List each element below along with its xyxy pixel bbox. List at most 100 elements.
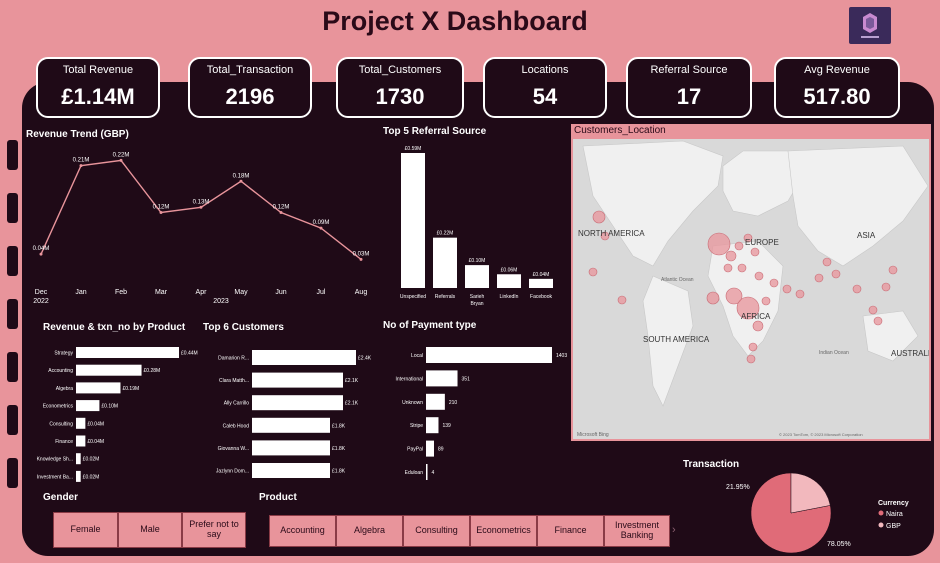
map-location-bubble[interactable] xyxy=(746,354,756,364)
revenue-point[interactable] xyxy=(199,205,203,209)
map-location-bubble[interactable] xyxy=(761,296,771,306)
revenue-point[interactable] xyxy=(319,226,323,230)
map-location-bubble[interactable] xyxy=(588,267,598,277)
top_customers-bar[interactable] xyxy=(252,395,343,411)
payment-bar[interactable] xyxy=(426,393,445,410)
payment-bar[interactable] xyxy=(426,370,458,387)
product-slicer-consulting[interactable]: Consulting xyxy=(403,515,470,547)
side-nav-button[interactable] xyxy=(7,405,18,435)
top_customers-bar[interactable] xyxy=(252,417,330,433)
map-location-bubble[interactable] xyxy=(734,241,744,251)
top_customers-bar[interactable] xyxy=(252,440,330,456)
product_rev-category-label: Finance xyxy=(55,439,73,445)
gender-slicer-female[interactable]: Female xyxy=(53,512,118,548)
map-location-bubble[interactable] xyxy=(600,231,610,241)
product_rev-category-label: Knowledge Sh... xyxy=(37,457,73,463)
map-location-bubble[interactable] xyxy=(752,320,764,332)
product_rev-bar[interactable] xyxy=(76,435,86,447)
revenue-point[interactable] xyxy=(359,257,363,261)
top_customers-value-label: £1.8K xyxy=(332,446,346,452)
map-location-bubble[interactable] xyxy=(723,263,733,273)
referral-bar[interactable] xyxy=(529,278,553,288)
product_rev-bar[interactable] xyxy=(76,453,81,465)
payment-bar[interactable] xyxy=(426,464,428,480)
referral-value-label: £0.22M xyxy=(437,231,454,237)
product_rev-bar[interactable] xyxy=(76,470,81,482)
product_rev-bar[interactable] xyxy=(76,417,86,429)
top_customers-category-label: Clara Matth... xyxy=(219,378,249,384)
payment-bar[interactable] xyxy=(426,440,434,457)
referral-bar[interactable] xyxy=(497,274,521,288)
referral-category-label: Facebook xyxy=(530,294,552,300)
map-location-bubble[interactable] xyxy=(707,232,731,256)
product_rev-bar[interactable] xyxy=(76,364,142,376)
map-location-bubble[interactable] xyxy=(769,278,779,288)
top_customers-bar[interactable] xyxy=(252,463,330,478)
product-slicer-algebra[interactable]: Algebra xyxy=(336,515,403,547)
map-location-bubble[interactable] xyxy=(822,257,832,267)
side-nav-button[interactable] xyxy=(7,352,18,382)
map-label-north-america: NORTH AMERICA xyxy=(578,229,645,238)
map-location-bubble[interactable] xyxy=(725,287,743,305)
slicer-scroll-right-icon[interactable]: › xyxy=(672,524,676,536)
map-location-bubble[interactable] xyxy=(754,271,764,281)
transaction-slice[interactable] xyxy=(790,472,831,514)
revenue-point[interactable] xyxy=(239,179,243,183)
kpi-label: Referral Source xyxy=(650,64,728,76)
side-nav-button[interactable] xyxy=(7,246,18,276)
map-location-bubble[interactable] xyxy=(748,342,758,352)
map-location-bubble[interactable] xyxy=(831,269,841,279)
revenue-x-tick: May xyxy=(234,289,248,296)
top_customers-category-label: Ally Carrillo xyxy=(224,401,250,407)
top_customers-bar[interactable] xyxy=(252,350,356,365)
gender-slicer-prefer-not[interactable]: Prefer not to say xyxy=(182,512,246,548)
gender-slicer-male[interactable]: Male xyxy=(118,512,182,548)
revenue-point[interactable] xyxy=(159,211,163,214)
legend-gbp-label: GBP xyxy=(886,523,901,530)
side-nav-button[interactable] xyxy=(7,299,18,329)
side-nav-button[interactable] xyxy=(7,140,18,170)
top_customers-bar[interactable] xyxy=(252,372,343,388)
revenue-point[interactable] xyxy=(119,158,123,162)
referral-bar[interactable] xyxy=(465,265,489,288)
revenue-x-tick: Jun xyxy=(275,289,286,296)
referral-bar[interactable] xyxy=(433,237,457,288)
product_rev-bar[interactable] xyxy=(76,347,179,358)
product-slicer-investment-banking[interactable]: Investment Banking xyxy=(604,515,670,547)
payment-bar[interactable] xyxy=(426,417,439,434)
map-location-bubble[interactable] xyxy=(814,273,824,283)
map-location-bubble[interactable] xyxy=(852,284,862,294)
product_rev-bar[interactable] xyxy=(76,400,100,412)
map-location-bubble[interactable] xyxy=(706,291,720,305)
revenue-point[interactable] xyxy=(279,211,283,214)
map-location-bubble[interactable] xyxy=(737,263,747,273)
pie-label: 78.05% xyxy=(827,541,851,548)
product-slicer-accounting[interactable]: Accounting xyxy=(269,515,336,547)
revenue-point[interactable] xyxy=(39,252,43,256)
revenue-point[interactable] xyxy=(79,164,83,168)
map-location-bubble[interactable] xyxy=(617,295,627,305)
map-location-bubble[interactable] xyxy=(743,233,753,243)
map-location-bubble[interactable] xyxy=(795,289,805,299)
product_rev-category-label: Investment Ba... xyxy=(37,474,73,480)
logo-icon xyxy=(849,7,891,44)
map-location-bubble[interactable] xyxy=(868,305,878,315)
map-location-bubble[interactable] xyxy=(782,284,792,294)
product-slicer-finance[interactable]: Finance xyxy=(537,515,604,547)
payment-category-label: Unknown xyxy=(402,400,423,406)
map-location-bubble[interactable] xyxy=(873,316,883,326)
referral-bar[interactable] xyxy=(401,153,425,288)
side-nav-button[interactable] xyxy=(7,193,18,223)
customers-location-map[interactable]: NORTH AMERICA EUROPE ASIA AFRICA SOUTH A… xyxy=(571,124,936,441)
map-location-bubble[interactable] xyxy=(888,265,898,275)
product_rev-bar[interactable] xyxy=(76,382,121,394)
map-location-bubble[interactable] xyxy=(881,282,891,292)
side-nav-button[interactable] xyxy=(7,458,18,488)
map-location-bubble[interactable] xyxy=(736,296,760,320)
gender-title: Gender xyxy=(43,492,79,503)
map-location-bubble[interactable] xyxy=(750,247,760,257)
payment-bar[interactable] xyxy=(426,347,552,363)
map-location-bubble[interactable] xyxy=(725,250,737,262)
product-slicer-econometrics[interactable]: Econometrics xyxy=(470,515,537,547)
map-location-bubble[interactable] xyxy=(592,210,606,224)
